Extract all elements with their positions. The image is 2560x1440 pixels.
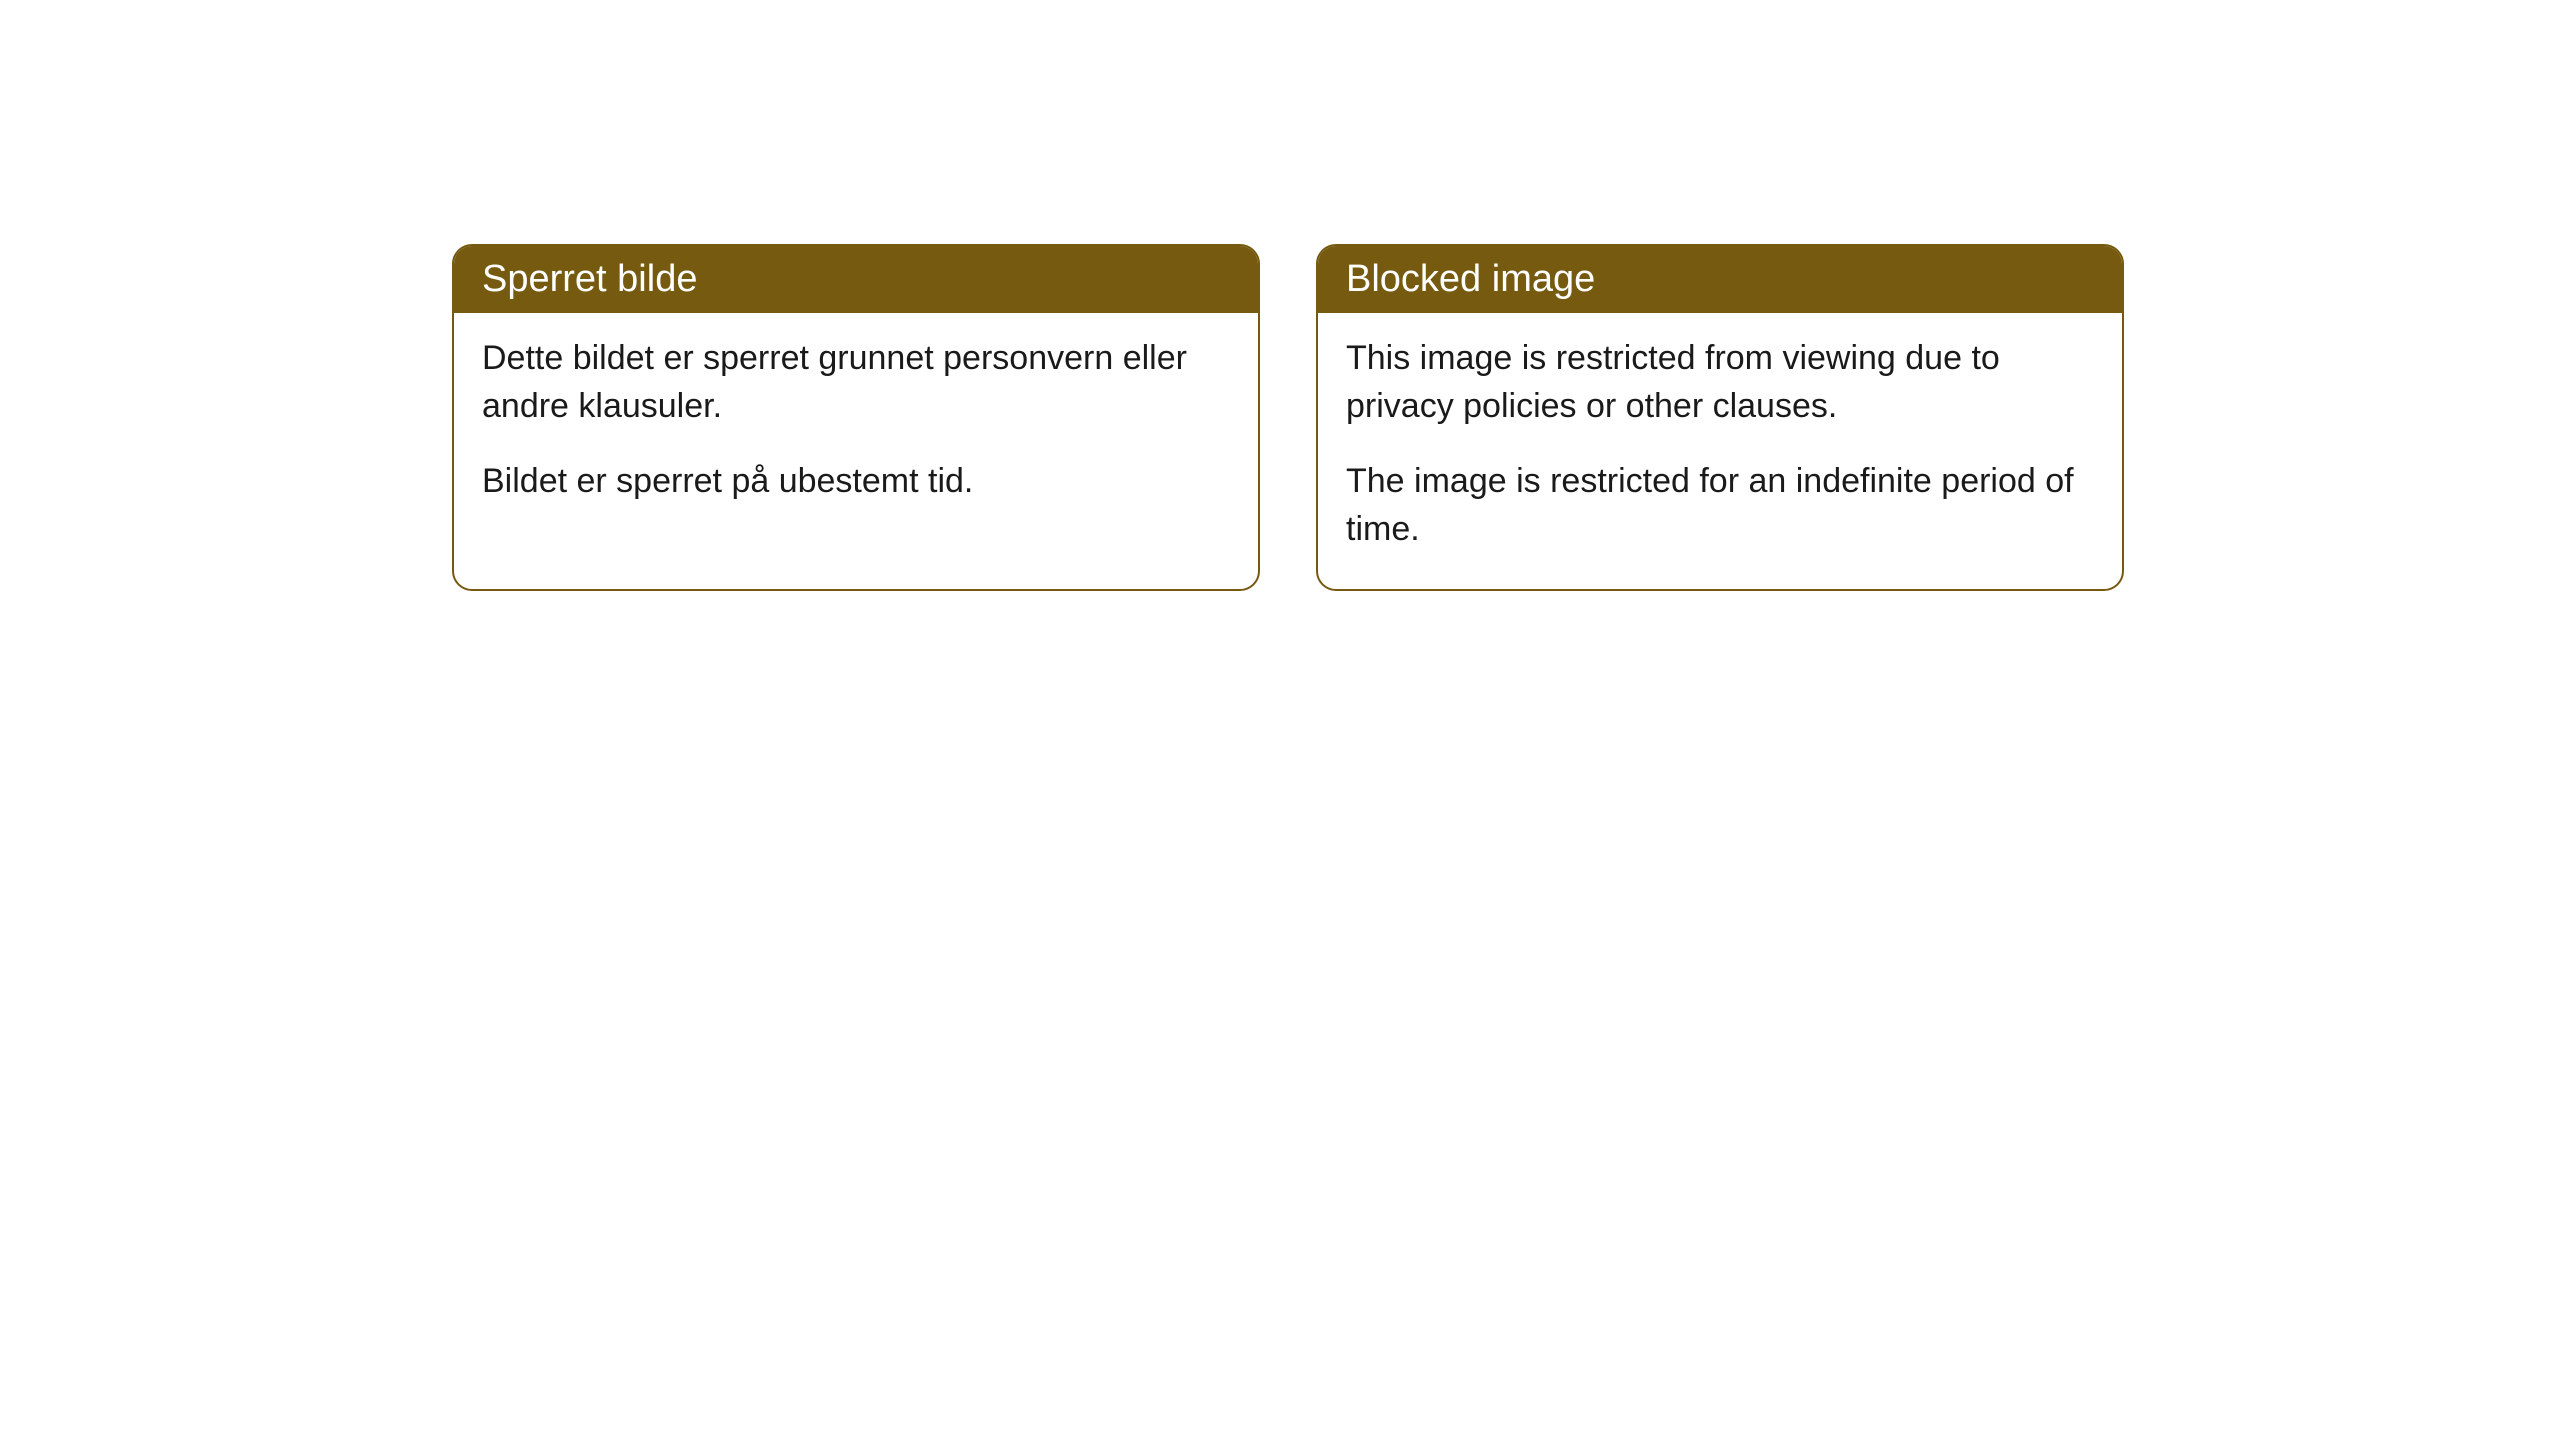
card-title: Blocked image [1346, 258, 1595, 300]
card-title: Sperret bilde [482, 258, 697, 300]
card-paragraph: This image is restricted from viewing du… [1346, 335, 2094, 430]
card-header: Sperret bilde [454, 246, 1258, 313]
card-body: This image is restricted from viewing du… [1318, 313, 2122, 589]
blocked-image-card-norwegian: Sperret bilde Dette bildet er sperret gr… [452, 244, 1260, 591]
card-paragraph: The image is restricted for an indefinit… [1346, 458, 2094, 553]
card-header: Blocked image [1318, 246, 2122, 313]
card-paragraph: Dette bildet er sperret grunnet personve… [482, 335, 1230, 430]
card-paragraph: Bildet er sperret på ubestemt tid. [482, 458, 1230, 506]
blocked-image-card-english: Blocked image This image is restricted f… [1316, 244, 2124, 591]
notice-container: Sperret bilde Dette bildet er sperret gr… [0, 0, 2560, 591]
card-body: Dette bildet er sperret grunnet personve… [454, 313, 1258, 542]
